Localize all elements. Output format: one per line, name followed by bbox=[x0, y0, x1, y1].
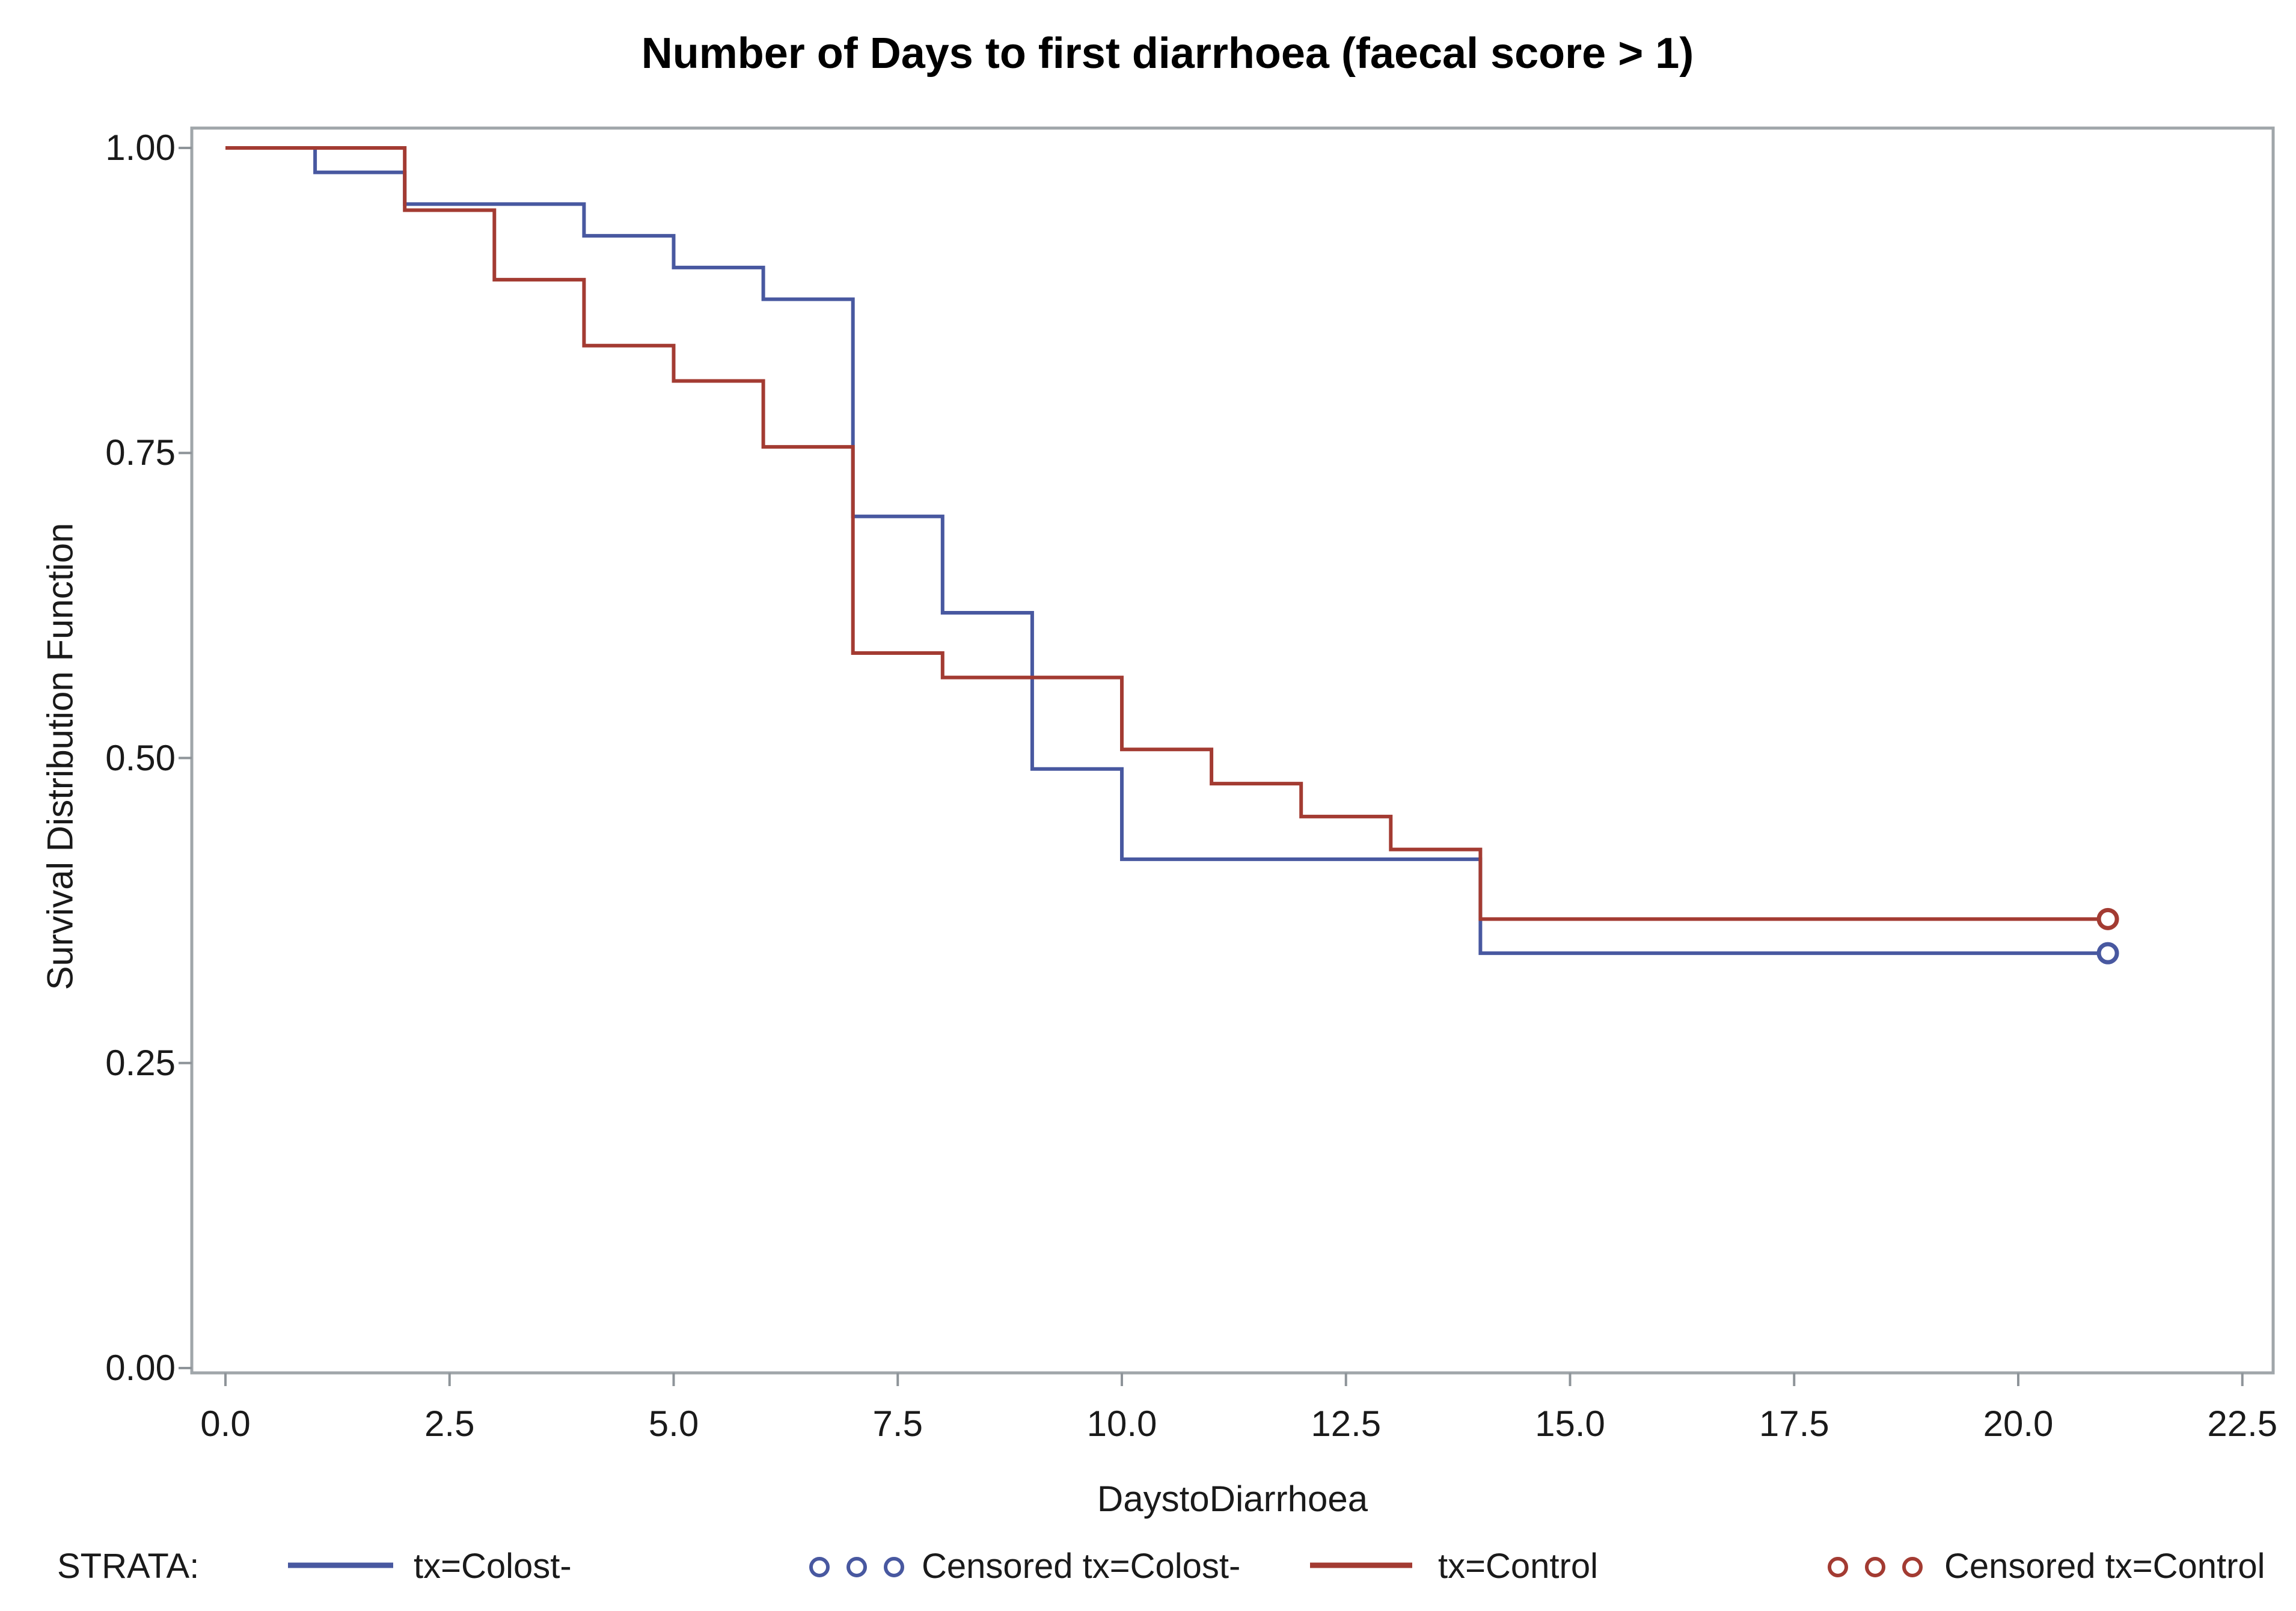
survival-step-line-colost bbox=[225, 146, 2108, 956]
legend-line-sample-colost bbox=[288, 1562, 393, 1568]
x-tick-label: 5.0 bbox=[648, 1404, 699, 1444]
x-tick-label: 2.5 bbox=[424, 1404, 475, 1444]
plot-frame bbox=[190, 126, 2275, 1375]
y-tick-label: 0.25 bbox=[105, 1042, 176, 1083]
y-tick-label: 0.00 bbox=[105, 1348, 176, 1388]
legend-label-censored-colost: Censored tx=Colost- bbox=[922, 1547, 1241, 1586]
legend-label-colost: tx=Colost- bbox=[414, 1547, 572, 1586]
censor-marker-colost bbox=[2096, 942, 2119, 965]
legend-censored-sample-colost bbox=[809, 1557, 904, 1577]
x-tick-label: 12.5 bbox=[1311, 1404, 1382, 1444]
legend-censored-sample-control bbox=[1828, 1557, 1923, 1577]
y-tick-label: 0.75 bbox=[105, 432, 176, 473]
chart-title: Number of Days to first diarrhoea (faeca… bbox=[641, 29, 1694, 78]
x-tick-label: 15.0 bbox=[1535, 1404, 1605, 1444]
survival-step-line-control bbox=[225, 146, 2108, 921]
x-tick-label: 20.0 bbox=[1983, 1404, 2054, 1444]
y-tick-label: 0.50 bbox=[105, 737, 176, 778]
legend-line-sample-control bbox=[1310, 1562, 1412, 1568]
y-tick-label: 1.00 bbox=[105, 127, 176, 168]
legend-strata-label: STRATA: bbox=[57, 1547, 200, 1586]
x-tick-label: 10.0 bbox=[1086, 1404, 1157, 1444]
x-tick-label: 22.5 bbox=[2207, 1404, 2278, 1444]
legend-label-censored-control: Censored tx=Control bbox=[1944, 1547, 2265, 1586]
censor-marker-control bbox=[2096, 907, 2119, 930]
x-tick-label: 0.0 bbox=[200, 1404, 251, 1444]
legend-label-control: tx=Control bbox=[1438, 1547, 1598, 1586]
x-tick-label: 17.5 bbox=[1759, 1404, 1829, 1444]
x-axis-title: DaystoDiarrhoea bbox=[1097, 1479, 1368, 1519]
x-tick-label: 7.5 bbox=[872, 1404, 923, 1444]
